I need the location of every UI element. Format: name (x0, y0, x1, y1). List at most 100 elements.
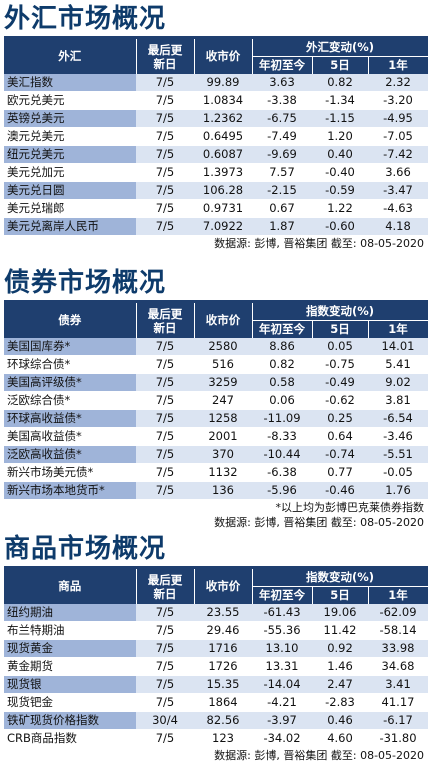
cell-name: 布兰特期油 (4, 621, 136, 640)
cell-name: 现货黄金 (4, 639, 136, 658)
fx-col-1y: 1年 (368, 56, 429, 74)
cell-date: 7/5 (136, 621, 194, 640)
cell-y1: 1.76 (368, 481, 428, 500)
cell-ytd: -3.38 (252, 91, 312, 110)
cell-name: 美国高收益债* (4, 427, 136, 446)
cell-ytd: -10.44 (252, 445, 312, 464)
cell-date: 7/5 (136, 409, 194, 428)
cell-date: 7/5 (136, 199, 194, 218)
cell-d5: 0.25 (312, 409, 368, 428)
cell-date: 7/5 (136, 657, 194, 676)
table-row: 现货黄金 7/5 1716 13.10 0.92 33.98 (4, 639, 428, 658)
cell-ytd: 0.06 (252, 391, 312, 410)
cell-ytd: 8.86 (252, 338, 312, 356)
cell-ytd: 1.87 (252, 217, 312, 236)
table-row: 黄金期货 7/5 1726 13.31 1.46 34.68 (4, 657, 428, 676)
cell-date: 7/5 (136, 445, 194, 464)
cell-date: 7/5 (136, 675, 194, 694)
table-row: 布兰特期油 7/5 29.46 -55.36 11.42 -58.14 (4, 621, 428, 640)
commodities-col-change-group: 指数变动(%) (252, 569, 429, 587)
cell-d5: 0.46 (312, 711, 368, 730)
table-row: 环球高收益债* 7/5 1258 -11.09 0.25 -6.54 (4, 409, 428, 428)
cell-d5: -0.40 (312, 163, 368, 182)
bonds-col-updated: 最后更新日 (136, 303, 195, 338)
cell-date: 7/5 (136, 181, 194, 200)
cell-d5: 0.40 (312, 145, 368, 164)
bonds-source-note: 数据源: 彭博, 晋裕集团 截至: 08-05-2020 (214, 516, 424, 529)
cell-name: 新兴市场本地货币* (4, 481, 136, 500)
bonds-index-note: *以上均为彭博巴克莱债券指数 (275, 501, 425, 514)
cell-d5: -1.15 (312, 109, 368, 128)
cell-d5: 11.42 (312, 621, 368, 640)
cell-close: 1716 (194, 639, 252, 658)
cell-y1: -5.51 (368, 445, 428, 464)
cell-d5: -0.49 (312, 373, 368, 392)
cell-d5: -0.59 (312, 181, 368, 200)
table-row: 英镑兑美元 7/5 1.2362 -6.75 -1.15 -4.95 (4, 109, 428, 128)
bonds-section: 债券市场概况 债券 最后更新日 收市价 指数变动(%) 年初至今 5日 1年 美… (0, 266, 432, 531)
cell-y1: -6.54 (368, 409, 428, 428)
fx-section-title: 外汇市场概况 (4, 4, 167, 34)
cell-ytd: -6.38 (252, 463, 312, 482)
cell-d5: -1.34 (312, 91, 368, 110)
commodities-section-title: 商品市场概况 (4, 534, 167, 564)
table-row: 泛欧高收益债* 7/5 370 -10.44 -0.74 -5.51 (4, 445, 428, 464)
cell-name: CRB商品指数 (4, 729, 136, 748)
cell-d5: 1.20 (312, 127, 368, 146)
cell-ytd: -55.36 (252, 621, 312, 640)
bonds-col-updated-label: 最后更新日 (147, 306, 183, 335)
cell-date: 7/5 (136, 338, 194, 356)
cell-name: 英镑兑美元 (4, 109, 136, 128)
cell-date: 7/5 (136, 481, 194, 500)
bonds-col-change-group: 指数变动(%) (252, 303, 429, 321)
cell-close: 29.46 (194, 621, 252, 640)
cell-name: 泛欧高收益债* (4, 445, 136, 464)
table-row: 新兴市场本地货币* 7/5 136 -5.96 -0.46 1.76 (4, 481, 428, 500)
cell-close: 99.89 (194, 74, 252, 92)
cell-date: 7/5 (136, 427, 194, 446)
bonds-col-ytd: 年初至今 (252, 320, 313, 338)
cell-y1: 14.01 (368, 338, 428, 356)
table-row: 现货钯金 7/5 1864 -4.21 -2.83 41.17 (4, 693, 428, 712)
table-row: 美元兑日圆 7/5 106.28 -2.15 -0.59 -3.47 (4, 181, 428, 200)
cell-d5: -0.74 (312, 445, 368, 464)
cell-ytd: -4.21 (252, 693, 312, 712)
cell-ytd: -2.15 (252, 181, 312, 200)
cell-y1: 3.81 (368, 391, 428, 410)
table-row: 美元兑离岸人民币 7/5 7.0922 1.87 -0.60 4.18 (4, 217, 428, 236)
cell-ytd: 0.58 (252, 373, 312, 392)
cell-name: 美元兑加元 (4, 163, 136, 182)
cell-name: 现货银 (4, 675, 136, 694)
commodities-col-updated-label: 最后更新日 (147, 572, 183, 601)
cell-close: 0.6087 (194, 145, 252, 164)
cell-close: 1.0834 (194, 91, 252, 110)
cell-name: 泛欧综合债* (4, 391, 136, 410)
bonds-col-5d: 5日 (312, 320, 369, 338)
cell-date: 7/5 (136, 163, 194, 182)
commodities-col-name: 商品 (4, 569, 137, 604)
cell-y1: 2.32 (368, 74, 428, 92)
cell-date: 7/5 (136, 693, 194, 712)
table-row: CRB商品指数 7/5 123 -34.02 4.60 -31.80 (4, 729, 428, 748)
cell-d5: -0.60 (312, 217, 368, 236)
cell-name: 环球高收益债* (4, 409, 136, 428)
cell-y1: 5.41 (368, 355, 428, 374)
cell-close: 3259 (194, 373, 252, 392)
cell-y1: -4.63 (368, 199, 428, 218)
cell-y1: 3.66 (368, 163, 428, 182)
cell-name: 美元兑瑞郎 (4, 199, 136, 218)
cell-date: 7/5 (136, 391, 194, 410)
commodities-table: 商品 最后更新日 收市价 指数变动(%) 年初至今 5日 1年 纽约期油 7/5 2… (4, 569, 429, 748)
cell-name: 纽约期油 (4, 604, 136, 622)
cell-d5: -0.62 (312, 391, 368, 410)
fx-col-close: 收市价 (194, 39, 253, 74)
cell-date: 7/5 (136, 355, 194, 374)
cell-name: 美元兑日圆 (4, 181, 136, 200)
table-row: 美汇指数 7/5 99.89 3.63 0.82 2.32 (4, 74, 428, 92)
fx-table: 外汇 最后更新日 收市价 外汇变动(%) 年初至今 5日 1年 美汇指数 7/5 9… (4, 39, 429, 236)
cell-name: 铁矿现货价格指数 (4, 711, 136, 730)
cell-date: 7/5 (136, 127, 194, 146)
fx-col-5d: 5日 (312, 56, 369, 74)
cell-close: 1864 (194, 693, 252, 712)
cell-ytd: 13.31 (252, 657, 312, 676)
